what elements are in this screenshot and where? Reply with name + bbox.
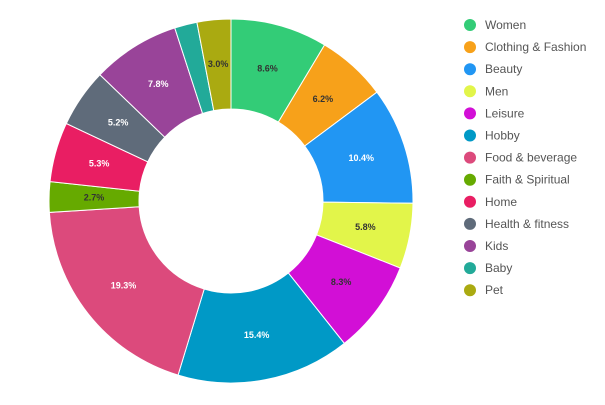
legend-marker [464, 195, 476, 208]
legend-label: Kids [485, 239, 508, 253]
legend-label: Pet [485, 283, 504, 297]
legend-label: Baby [485, 261, 512, 275]
slice-label-health-and-fitness: 5.2% [108, 118, 129, 128]
slice-label-women: 8.6% [257, 63, 278, 73]
legend-marker [464, 217, 476, 230]
slice-label-kids: 7.8% [148, 79, 169, 89]
legend-label: Men [485, 84, 508, 98]
legend-marker [464, 284, 476, 297]
slice-label-home: 5.3% [89, 158, 110, 168]
slice-food-and-beverage[interactable] [48, 206, 205, 376]
legend-label: Clothing & Fashion [485, 40, 586, 54]
legend-item-leisure[interactable]: Leisure [464, 106, 525, 120]
legend-item-clothing-and-fashion[interactable]: Clothing & Fashion [464, 40, 586, 54]
legend-label: Faith & Spiritual [485, 173, 570, 187]
slice-label-leisure: 8.3% [331, 277, 352, 287]
legend-item-pet[interactable]: Pet [464, 283, 504, 297]
legend-label: Hobby [485, 129, 520, 143]
legend-marker [464, 262, 476, 275]
legend-marker [464, 173, 476, 186]
slice-pet[interactable] [196, 18, 232, 112]
slice-label-men: 5.8% [355, 222, 376, 232]
legend-marker [464, 85, 476, 98]
legend-item-baby[interactable]: Baby [464, 261, 512, 275]
slice-labels-group: 8.6% 6.2% 10.4% 5.8% 8.3% 15.4% 19.3% 2.7% 5.3% 5… [84, 59, 376, 340]
slice-label-hobby: 15.4% [244, 330, 270, 340]
legend-marker [464, 240, 476, 252]
legend-marker [464, 63, 476, 76]
legend-item-hobby[interactable]: Hobby [464, 129, 520, 143]
slice-label-clothing-and-fashion: 6.2% [313, 94, 334, 104]
legend-item-beauty[interactable]: Beauty [464, 62, 522, 76]
legend-item-food-and-beverage[interactable]: Food & beverage [464, 151, 577, 165]
legend-label: Leisure [485, 106, 525, 120]
slice-label-beauty: 10.4% [349, 153, 375, 163]
legend-label: Women [485, 18, 526, 32]
legend-label: Food & beverage [485, 151, 577, 165]
legend-marker [464, 107, 476, 120]
legend-label: Beauty [485, 62, 522, 76]
slice-label-faith-and-spiritual: 2.7% [84, 192, 105, 202]
slices-group [48, 18, 414, 384]
legend-item-kids[interactable]: Kids [464, 239, 508, 253]
slice-label-food-and-beverage: 19.3% [111, 280, 137, 290]
slice-label-pet: 3.0% [208, 59, 229, 69]
legend-item-women[interactable]: Women [464, 18, 526, 32]
legend: Women Clothing & Fashion Beauty Men Leisure H… [464, 18, 586, 297]
legend-item-home[interactable]: Home [464, 195, 517, 209]
legend-item-health-and-fitness[interactable]: Health & fitness [464, 217, 569, 231]
legend-item-faith-and-spiritual[interactable]: Faith & Spiritual [464, 173, 570, 187]
legend-marker [464, 151, 476, 164]
legend-label: Home [485, 195, 517, 209]
legend-marker [464, 41, 476, 54]
legend-marker [464, 129, 476, 142]
legend-label: Health & fitness [485, 217, 569, 231]
legend-marker [464, 19, 476, 31]
legend-item-men[interactable]: Men [464, 84, 508, 98]
